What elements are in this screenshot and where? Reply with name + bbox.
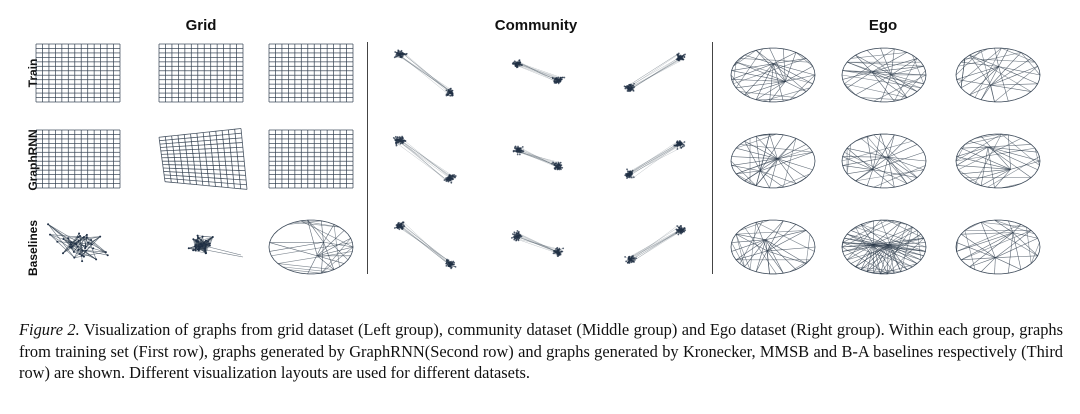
caption-label: Figure 2. bbox=[19, 320, 80, 339]
caption-text: Visualization of graphs from grid datase… bbox=[19, 320, 1064, 382]
group-title-grid: Grid bbox=[185, 17, 217, 34]
graph-ego-graphrnn-2 bbox=[841, 133, 927, 189]
graph-community-graphrnn-1 bbox=[392, 135, 457, 184]
graph-community-train-2 bbox=[511, 59, 566, 85]
graph-ego-train-1 bbox=[730, 47, 816, 103]
figure-caption: Figure 2. Visualization of graphs from g… bbox=[19, 319, 1063, 384]
graph-community-graphrnn-2 bbox=[512, 145, 564, 171]
graph-community-baselines-1 bbox=[393, 221, 457, 270]
graph-grid-baselines-3 bbox=[268, 219, 354, 275]
graph-grid-graphrnn-3 bbox=[268, 129, 354, 189]
graph-grid-graphrnn-1 bbox=[35, 129, 121, 189]
graph-ego-baselines-1 bbox=[730, 219, 816, 275]
graph-community-baselines-3 bbox=[624, 225, 687, 265]
graph-community-baselines-2 bbox=[510, 229, 565, 258]
graph-grid-train-3 bbox=[268, 43, 354, 103]
graph-grid-baselines-1 bbox=[47, 223, 109, 263]
graph-grid-train-1 bbox=[35, 43, 121, 103]
group-title-ego: Ego bbox=[868, 17, 898, 34]
group-title-community: Community bbox=[494, 17, 578, 34]
graph-ego-graphrnn-3 bbox=[955, 133, 1041, 189]
graph-ego-train-3 bbox=[955, 47, 1041, 103]
group-separator-left bbox=[367, 42, 368, 274]
graph-grid-graphrnn-2 bbox=[158, 128, 248, 190]
graph-ego-baselines-2 bbox=[841, 219, 927, 275]
graph-community-train-3 bbox=[623, 52, 686, 93]
graph-community-train-1 bbox=[393, 49, 454, 97]
group-separator-right bbox=[712, 42, 713, 274]
figure-panel-area: Grid Community Ego Train GraphRNN Baseli… bbox=[26, 17, 1041, 276]
graph-ego-graphrnn-1 bbox=[730, 133, 816, 189]
graph-grid-baselines-2 bbox=[187, 234, 244, 258]
graph-ego-train-2 bbox=[841, 47, 927, 103]
graph-community-graphrnn-3 bbox=[624, 140, 686, 180]
graph-ego-baselines-3 bbox=[955, 219, 1041, 275]
graph-grid-train-2 bbox=[158, 43, 244, 103]
